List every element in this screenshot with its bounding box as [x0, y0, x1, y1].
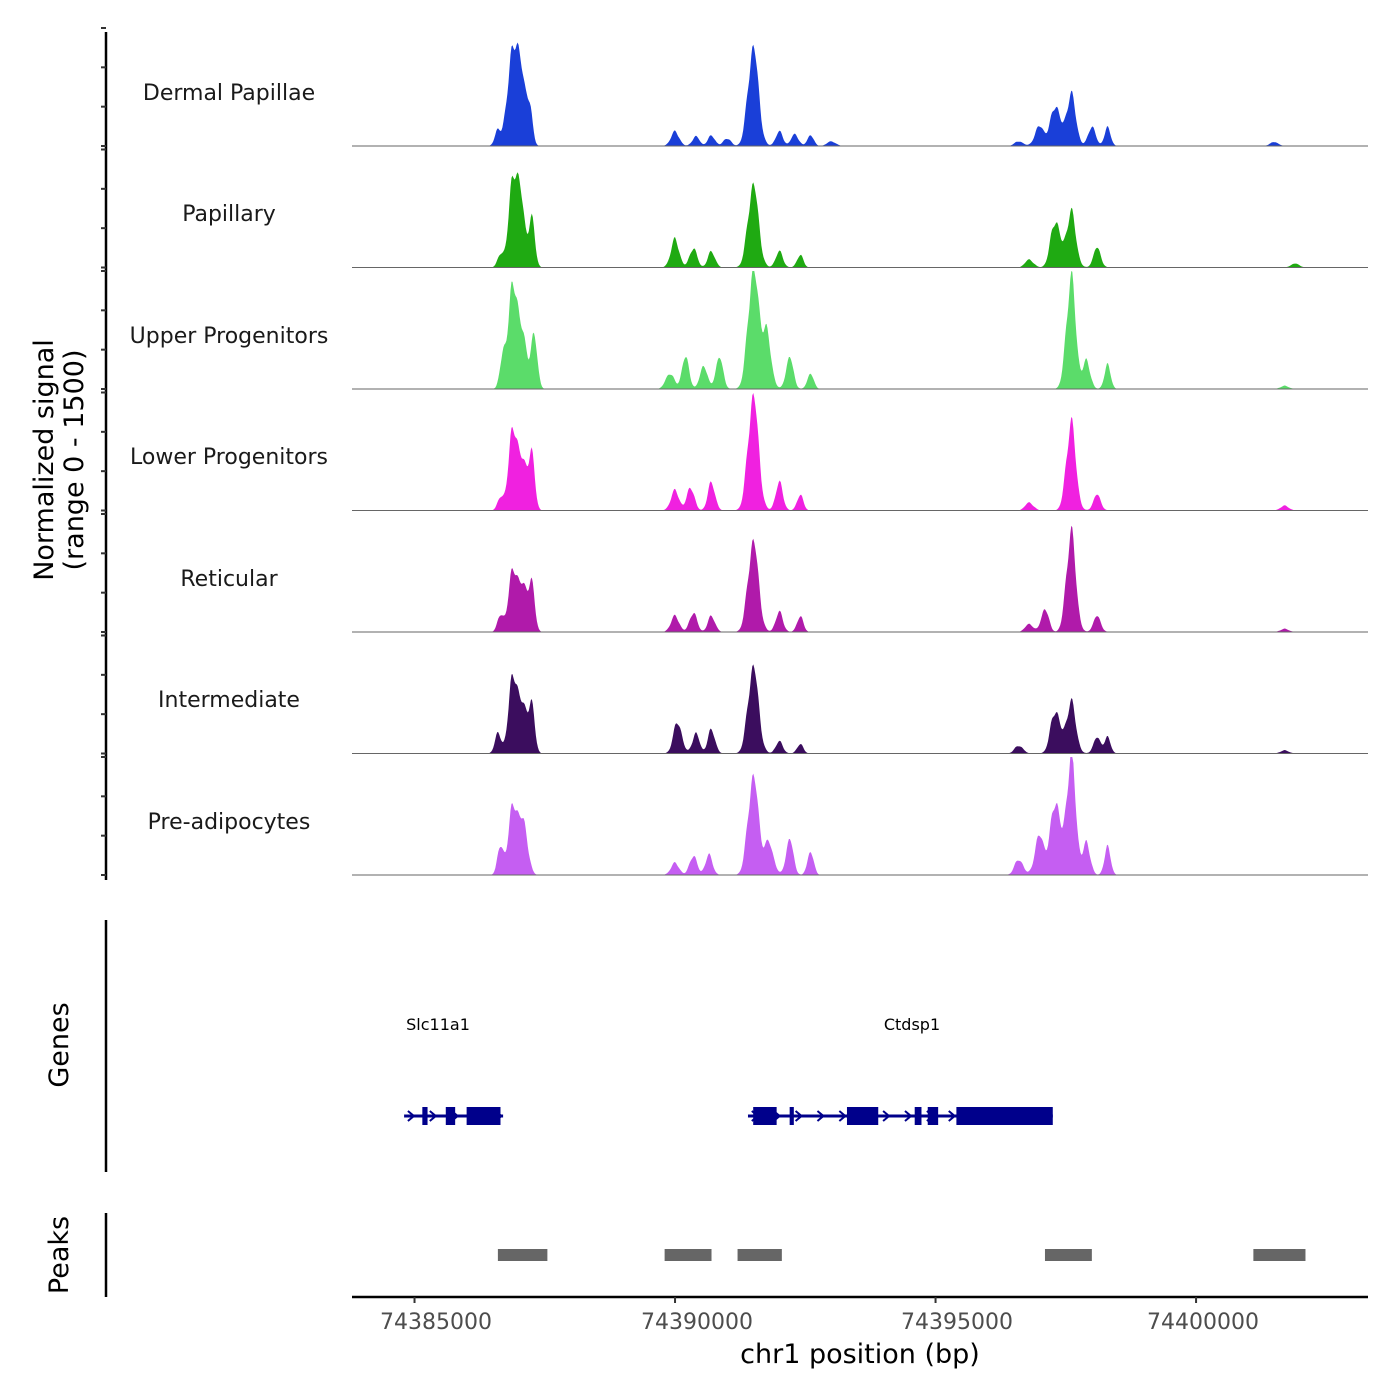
x-tick-label-74395000: 74395000 [901, 1310, 1013, 1335]
track-upper-progenitors [352, 271, 1368, 390]
y-axis-title: Normalized signal [29, 339, 60, 581]
gene-exon [789, 1107, 794, 1125]
peak-region [497, 1249, 548, 1261]
coverage-area [352, 525, 1368, 632]
coverage-area [352, 393, 1368, 511]
track-label-pre-adipocytes: Pre-adipocytes [148, 810, 311, 835]
strand-arrow [948, 1110, 957, 1122]
gene-exon [753, 1107, 777, 1125]
y-axis-title-range-wrap: (range 0 - 1500) [59, 350, 90, 571]
gene-model-slc11a1 [404, 1107, 504, 1125]
gene-exon [422, 1107, 428, 1125]
peak-region [664, 1249, 712, 1261]
track-intermediate [352, 664, 1368, 754]
gene-label-slc11a1: Slc11a1 [406, 1015, 470, 1034]
track-label-lower-progenitors: Lower Progenitors [130, 445, 328, 470]
track-label-intermediate: Intermediate [158, 688, 300, 713]
coverage-area [352, 757, 1368, 875]
track-labels: Dermal Papillae Papillary Upper Progenit… [130, 81, 329, 835]
track-papillary [352, 172, 1368, 268]
genes-panel-title: Genes [44, 1002, 75, 1087]
strand-arrow [882, 1110, 891, 1122]
track-label-dermal-papillae: Dermal Papillae [143, 81, 315, 106]
strand-arrow [904, 1110, 913, 1122]
strand-arrow [407, 1110, 416, 1122]
x-tick-label-74390000: 74390000 [641, 1310, 753, 1335]
peak-region [1253, 1249, 1306, 1261]
peak-region [1044, 1249, 1092, 1261]
track-pre-adipocytes [352, 757, 1368, 876]
x-tick-label-74400000: 74400000 [1147, 1310, 1259, 1335]
x-axis-ticks [413, 1297, 1198, 1303]
track-dermal-papillae [352, 42, 1368, 147]
coverage-area [352, 42, 1368, 146]
strand-arrow [838, 1110, 847, 1122]
gene-models [404, 1107, 1053, 1125]
peak-region [737, 1249, 782, 1261]
gene-label-ctdsp1: Ctdsp1 [884, 1015, 940, 1034]
y-axis-title-line1: Normalized signal [29, 339, 60, 581]
x-axis-title: chr1 position (bp) [740, 1339, 980, 1370]
peaks-panel-title: Peaks [44, 1216, 75, 1294]
peaks-panel-title-wrap: Peaks [44, 1216, 75, 1294]
x-tick-label-74385000: 74385000 [380, 1310, 492, 1335]
track-reticular [352, 525, 1368, 633]
gene-model-ctdsp1 [747, 1107, 1053, 1125]
track-label-papillary: Papillary [182, 202, 276, 227]
coverage-area [352, 271, 1368, 389]
coverage-y-axis-ticks [101, 27, 106, 876]
genes-panel-title-wrap: Genes [44, 1002, 75, 1087]
peak-regions [497, 1249, 1306, 1261]
y-axis-title-line2: (range 0 - 1500) [59, 350, 90, 571]
strand-arrow [794, 1110, 804, 1122]
gene-exon [466, 1107, 501, 1125]
gene-exon [846, 1107, 879, 1125]
track-lower-progenitors [352, 393, 1368, 511]
coverage-tracks [352, 42, 1368, 876]
coverage-area [352, 172, 1368, 268]
coverage-area [352, 664, 1368, 754]
track-label-upper-progenitors: Upper Progenitors [130, 324, 329, 349]
strand-arrow [816, 1110, 826, 1122]
strand-arrow [429, 1110, 438, 1122]
gene-exon [956, 1107, 1053, 1125]
gene-exon [445, 1107, 456, 1125]
gene-exon [927, 1107, 939, 1125]
gene-exon [914, 1107, 922, 1125]
track-label-reticular: Reticular [180, 567, 278, 592]
